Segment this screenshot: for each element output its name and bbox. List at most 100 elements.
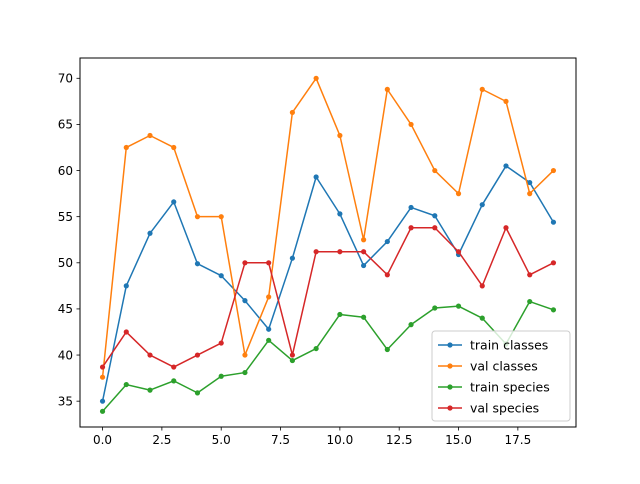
data-point	[550, 307, 557, 313]
legend-label: train species	[470, 380, 550, 395]
y-tick-label: 55	[58, 210, 73, 224]
legend-item-val-species: val species	[438, 401, 539, 416]
data-point	[384, 272, 390, 278]
x-tick-label: 0.0	[93, 433, 112, 447]
data-point	[361, 262, 367, 269]
data-point	[218, 340, 224, 346]
data-point	[194, 261, 201, 267]
legend-box	[431, 330, 571, 422]
data-point	[337, 211, 343, 217]
y-tick-label: 65	[58, 118, 73, 132]
data-point	[194, 214, 201, 220]
data-point	[550, 260, 557, 266]
data-point	[361, 249, 367, 255]
data-point	[266, 294, 272, 300]
data-point	[337, 249, 343, 255]
legend-item-val-classes: val classes	[438, 359, 538, 374]
series-line-train-species	[101, 300, 555, 413]
data-point	[408, 204, 414, 211]
data-point	[194, 390, 201, 396]
data-point	[527, 191, 533, 197]
data-point	[361, 237, 367, 243]
data-point	[313, 174, 319, 180]
data-point	[218, 273, 224, 279]
data-point	[171, 378, 177, 384]
data-point	[408, 121, 414, 128]
x-tick-label: 5.0	[212, 433, 231, 447]
series-layer	[99, 75, 557, 414]
x-tick-label: 12.5	[386, 433, 413, 447]
x-axis: 0.0 2.5 5.0 7.5 10.0 12.5 15.0 17.5	[93, 427, 531, 447]
data-point	[408, 322, 414, 328]
data-point	[242, 298, 248, 304]
data-point	[479, 86, 485, 92]
legend-marker	[447, 342, 453, 348]
y-tick-label: 70	[58, 72, 73, 86]
data-point	[479, 283, 485, 289]
legend-label: val classes	[470, 359, 538, 374]
legend-marker	[447, 384, 453, 390]
data-point	[242, 369, 248, 376]
x-tick-label: 2.5	[152, 433, 171, 447]
axes: 0.0 2.5 5.0 7.5 10.0 12.5 15.0 17.5 35 40 45 50 55 60…	[58, 72, 531, 447]
data-point	[455, 249, 462, 255]
x-tick-label: 17.5	[504, 433, 531, 447]
data-point	[361, 314, 367, 320]
data-point	[527, 298, 533, 305]
legend-label: train classes	[470, 338, 548, 353]
data-point	[337, 132, 343, 139]
plot-area-frame	[79, 57, 577, 428]
data-point	[503, 163, 509, 169]
data-point	[408, 225, 414, 231]
y-tick-label: 35	[58, 394, 73, 408]
data-point	[147, 230, 153, 236]
data-point	[455, 191, 462, 197]
legend: train classes val classes train species val…	[431, 330, 571, 422]
series-train-species	[99, 298, 557, 414]
data-point	[242, 352, 248, 358]
data-point	[479, 202, 485, 208]
data-point	[313, 345, 319, 352]
x-tick-label: 10.0	[327, 433, 354, 447]
data-point	[171, 199, 177, 205]
data-point	[503, 98, 509, 104]
legend-marker	[447, 405, 453, 411]
data-point	[432, 225, 438, 231]
data-point	[242, 260, 248, 266]
data-point	[99, 364, 106, 370]
data-point	[432, 213, 438, 219]
data-point	[266, 260, 272, 266]
y-tick-label: 40	[58, 348, 73, 362]
y-axis: 35 40 45 50 55 60 65 70	[58, 72, 80, 408]
data-point	[194, 352, 201, 358]
data-point	[479, 315, 485, 321]
series-line-val-classes	[101, 77, 555, 378]
y-tick-label: 50	[58, 256, 73, 270]
data-point	[218, 373, 224, 379]
data-point	[432, 305, 438, 311]
data-point	[266, 337, 272, 343]
data-point	[384, 86, 390, 92]
legend-label: val species	[470, 401, 539, 416]
data-point	[550, 167, 557, 174]
data-point	[337, 311, 343, 318]
y-tick-label: 45	[58, 302, 73, 316]
legend-marker	[447, 363, 453, 369]
data-point	[123, 144, 129, 151]
data-point	[123, 283, 129, 289]
x-tick-label: 7.5	[271, 433, 290, 447]
data-point	[99, 408, 106, 414]
data-point	[550, 219, 557, 225]
data-point	[527, 179, 533, 186]
data-point	[503, 225, 509, 231]
series-line-train-classes	[101, 165, 555, 402]
data-point	[99, 398, 106, 404]
data-point	[266, 326, 272, 332]
x-tick-label: 15.0	[445, 433, 472, 447]
series-train-classes	[99, 163, 557, 404]
y-tick-label: 60	[58, 164, 73, 178]
data-point	[313, 75, 319, 81]
data-point	[313, 249, 319, 255]
